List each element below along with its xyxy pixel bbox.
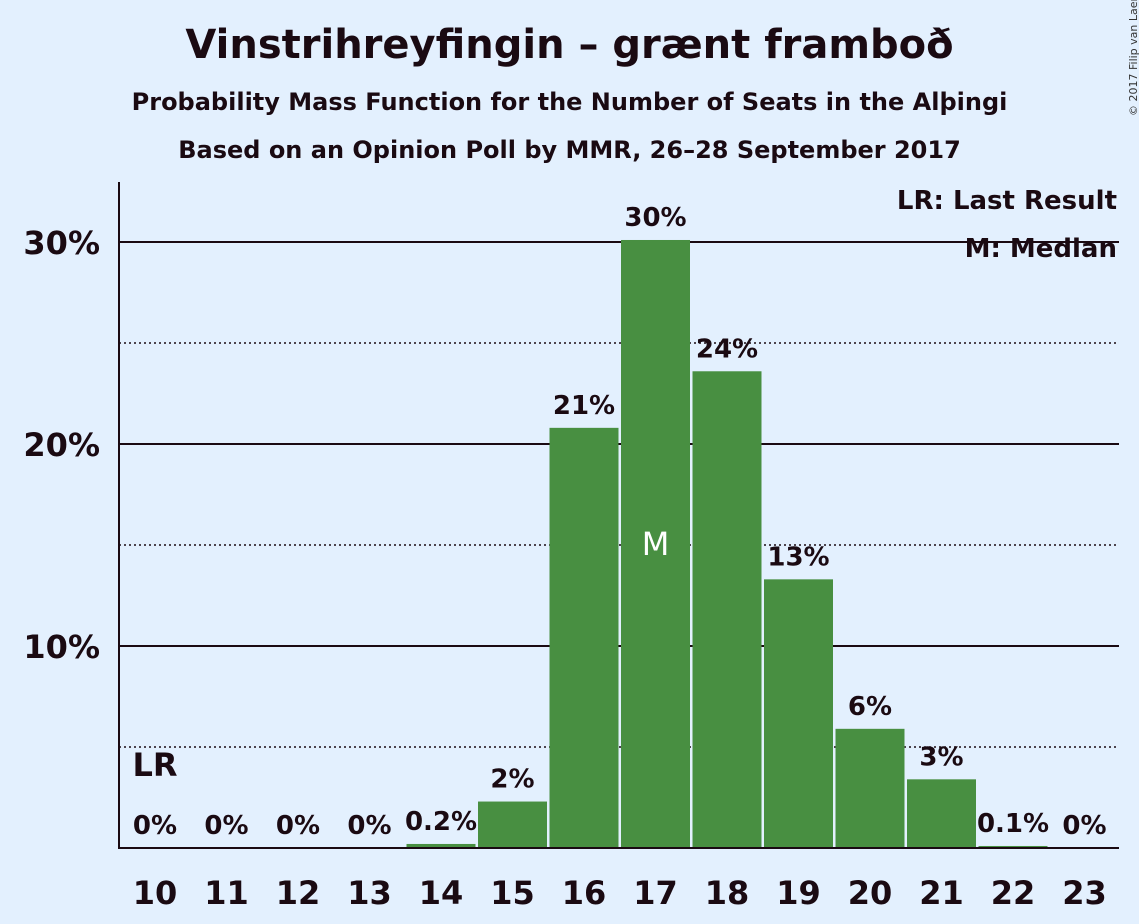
bar-17 — [621, 239, 690, 849]
grid-lines — [119, 241, 1119, 748]
x-tick-label-11: 11 — [204, 874, 249, 912]
median-marker: M — [642, 525, 670, 563]
value-label-16: 21% — [553, 391, 615, 421]
y-tick-label-20: 20% — [23, 426, 100, 464]
x-tick-label-14: 14 — [419, 874, 464, 912]
x-tick-label-21: 21 — [919, 874, 964, 912]
axes — [118, 182, 1119, 849]
chart-title: Vinstrihreyfingin – grænt framboð — [185, 22, 954, 68]
chart-subtitle: Probability Mass Function for the Number… — [131, 88, 1008, 116]
x-tick-label-15: 15 — [490, 874, 535, 912]
value-label-17: 30% — [624, 203, 686, 233]
bar-22 — [978, 845, 1048, 848]
bars — [406, 239, 1048, 849]
value-label-22: 0.1% — [977, 809, 1049, 839]
bar-15 — [478, 801, 547, 848]
value-label-10: 0% — [133, 811, 177, 841]
x-tick-label-19: 19 — [776, 874, 821, 912]
y-tick-label-30: 30% — [23, 224, 100, 262]
value-label-20: 6% — [848, 692, 892, 722]
y-tick-label-10: 10% — [23, 628, 100, 666]
value-label-18: 24% — [696, 334, 758, 364]
value-label-12: 0% — [276, 811, 320, 841]
x-tick-label-16: 16 — [562, 874, 607, 912]
bar-16 — [549, 427, 619, 848]
bar-20 — [835, 728, 905, 848]
value-label-15: 2% — [490, 765, 534, 795]
x-tick-label-23: 23 — [1062, 874, 1107, 912]
value-label-19: 13% — [767, 542, 829, 572]
legend-last-result: LR: Last Result — [897, 186, 1117, 216]
labels: 0% 10 0% 11 0% 12 0% 13 0.2% 14 2% 15 21% 16 30% 17 24% 1… — [23, 203, 1106, 912]
x-tick-label-22: 22 — [991, 874, 1036, 912]
bar-18 — [692, 371, 762, 848]
x-tick-label-17: 17 — [633, 874, 678, 912]
bar-21 — [907, 779, 976, 848]
x-tick-label-12: 12 — [276, 874, 321, 912]
value-label-13: 0% — [347, 811, 391, 841]
last-result-marker: LR — [132, 746, 177, 784]
value-label-23: 0% — [1062, 811, 1106, 841]
x-tick-label-13: 13 — [347, 874, 392, 912]
bar-19 — [764, 579, 833, 848]
value-label-11: 0% — [204, 811, 248, 841]
chart-source-line: Based on an Opinion Poll by MMR, 26–28 S… — [178, 136, 961, 164]
x-tick-label-10: 10 — [133, 874, 178, 912]
value-label-14: 0.2% — [405, 807, 477, 837]
x-tick-label-20: 20 — [848, 874, 893, 912]
legend-median: M: Median — [965, 234, 1117, 264]
bar-14 — [406, 843, 476, 848]
x-tick-label-18: 18 — [705, 874, 750, 912]
value-label-21: 3% — [919, 742, 963, 772]
